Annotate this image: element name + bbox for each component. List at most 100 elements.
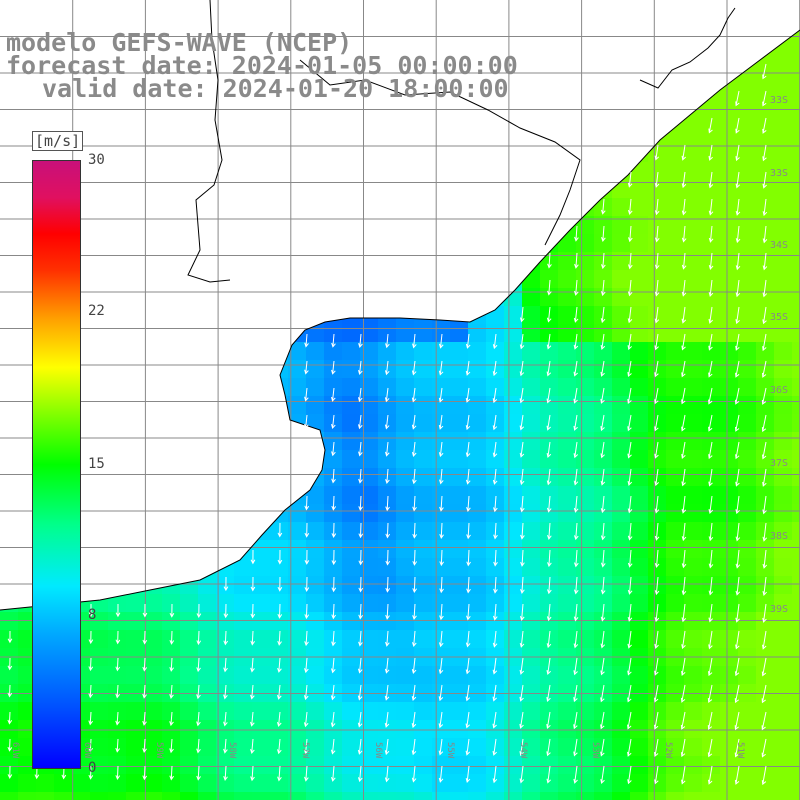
wind-arrow (466, 549, 471, 567)
wind-arrow (654, 630, 659, 649)
wind-cell (234, 792, 252, 800)
wind-cell (126, 720, 144, 738)
wind-arrow (573, 711, 578, 730)
wind-arrow (115, 738, 120, 753)
wind-cell (306, 360, 324, 378)
wind-arrow (196, 657, 201, 673)
wind-cell (162, 702, 180, 720)
wind-arrow (492, 603, 498, 621)
wind-arrow (412, 549, 418, 566)
wind-cell (738, 630, 756, 648)
wind-arrow (115, 603, 121, 618)
wind-cell (486, 396, 504, 414)
wind-cell (738, 270, 756, 288)
wind-cell (486, 540, 504, 558)
wind-arrow (88, 711, 93, 726)
wind-arrow (654, 225, 660, 243)
wind-cell (720, 720, 738, 738)
wind-cell (342, 540, 360, 558)
wind-cell (0, 666, 18, 684)
wind-cell (504, 594, 522, 612)
wind-arrow (519, 387, 525, 404)
border-uruguay-brazil (299, 59, 581, 246)
wind-cell (342, 558, 360, 576)
wind-cell (774, 540, 792, 558)
wind-cell (504, 414, 522, 432)
wind-cell (450, 378, 468, 396)
wind-cell (504, 396, 522, 414)
wind-cell (756, 450, 774, 468)
wind-cell (702, 756, 720, 774)
wind-arrow (546, 684, 551, 702)
wind-arrow (681, 576, 687, 596)
wind-cell (504, 576, 522, 594)
wind-cell (306, 378, 324, 396)
wind-cell (504, 792, 522, 800)
wind-arrow (385, 441, 390, 457)
wind-cell (450, 720, 468, 738)
wind-arrow (761, 711, 767, 731)
wind-cell (198, 720, 216, 738)
lat-label: 39S (770, 604, 789, 615)
wind-cell (522, 432, 540, 450)
wind-cell (216, 720, 234, 738)
lon-label: 56W (373, 742, 383, 759)
wind-cell (180, 666, 198, 684)
lat-label: 35S (770, 312, 789, 323)
wind-cell (666, 324, 684, 342)
lon-label: 55W (445, 742, 455, 759)
wind-cell (126, 738, 144, 756)
wind-cell (774, 414, 792, 432)
wind-arrow (761, 657, 767, 677)
wind-arrow (573, 333, 579, 350)
wind-cell (612, 504, 630, 522)
wind-arrow (654, 441, 659, 459)
wind-arrow (735, 603, 740, 623)
wind-cell (558, 450, 576, 468)
wind-cell (738, 486, 756, 504)
wind-arrow (439, 549, 444, 567)
lat-label: 38S (770, 531, 789, 542)
wind-cell (774, 198, 792, 216)
wind-cell (90, 666, 108, 684)
wind-arrow (574, 279, 579, 296)
wind-arrow (573, 684, 578, 703)
wind-arrow (519, 468, 525, 486)
wind-cell (288, 396, 306, 414)
wind-cell (702, 504, 720, 522)
wind-cell (360, 792, 378, 800)
wind-cell (252, 702, 270, 720)
wind-cell (414, 666, 432, 684)
wind-arrow (762, 171, 767, 189)
wind-cell (306, 738, 324, 756)
wind-cell (378, 378, 396, 396)
wind-cell (576, 306, 594, 324)
wind-cell (450, 468, 468, 486)
wind-cell (756, 792, 774, 800)
wind-cell (612, 450, 630, 468)
wind-arrow (438, 711, 444, 729)
wind-cell (396, 666, 414, 684)
wind-cell (486, 522, 504, 540)
wind-cell (738, 414, 756, 432)
wind-arrow (735, 522, 741, 542)
wind-arrow (681, 549, 687, 569)
wind-cell (252, 594, 270, 612)
wind-cell (288, 594, 306, 612)
wind-cell (360, 702, 378, 720)
wind-cell (756, 90, 774, 108)
wind-cell (270, 720, 288, 738)
wind-arrow (546, 630, 552, 649)
wind-cell (792, 234, 800, 252)
wind-cell (504, 342, 522, 360)
wind-arrow (277, 576, 283, 592)
wind-cell (558, 468, 576, 486)
wind-arrow (466, 522, 471, 540)
wind-cell (144, 738, 162, 756)
wind-cell (684, 468, 702, 486)
wind-arrow (465, 630, 471, 648)
wind-cell (540, 540, 558, 558)
wind-cell (324, 558, 342, 576)
wind-cell (720, 792, 738, 800)
wind-arrow (681, 171, 687, 189)
